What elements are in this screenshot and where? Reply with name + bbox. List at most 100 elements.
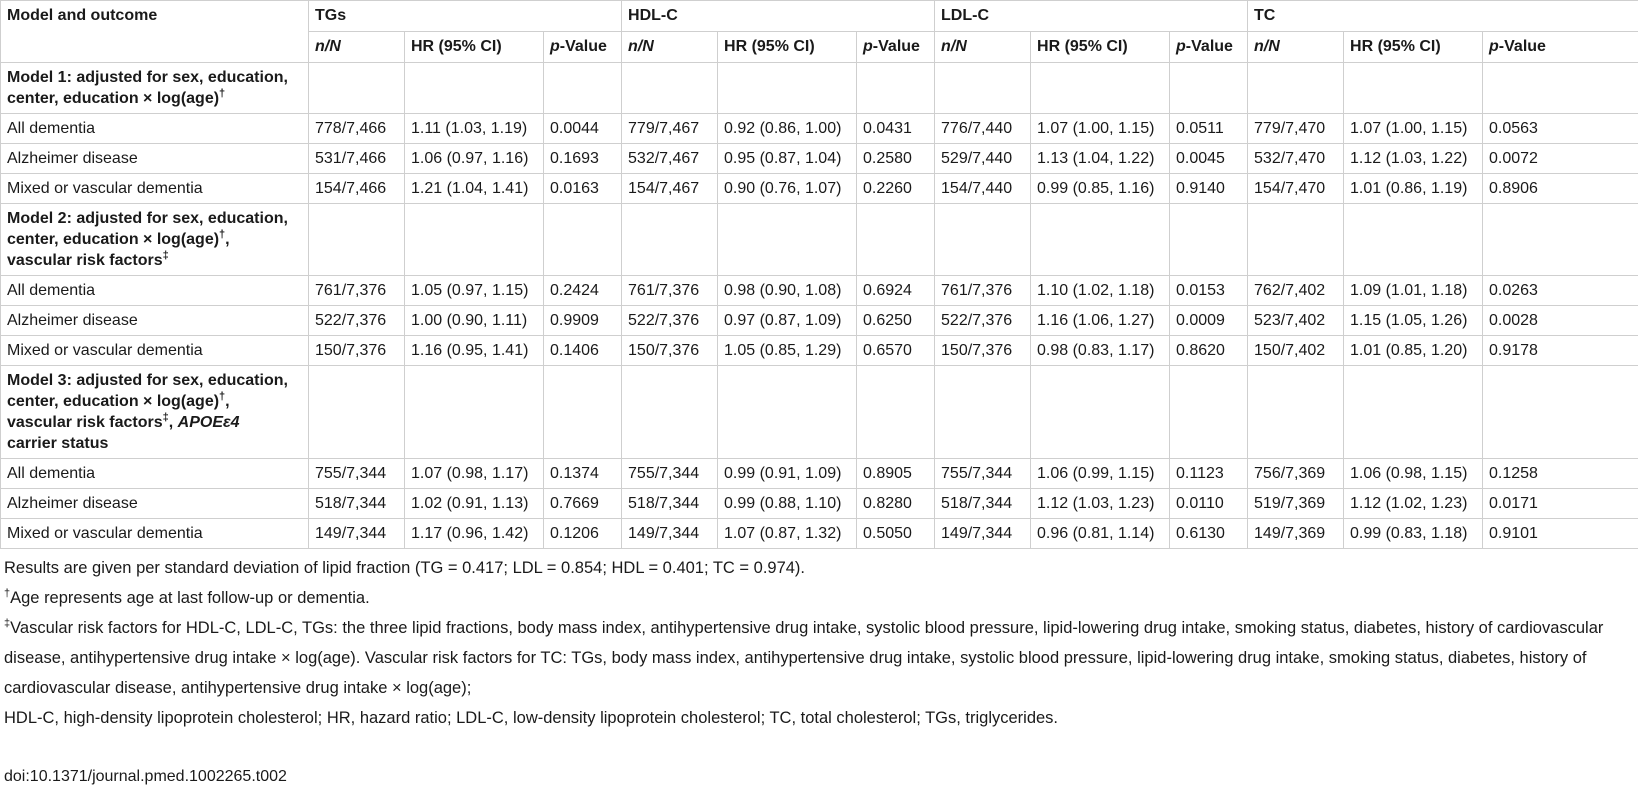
- model-row: Model 1: adjusted for sex, education, cen…: [0, 62, 1638, 114]
- hr-cell: 0.99 (0.85, 1.16): [1030, 173, 1171, 204]
- model-outcome-header: Model and outcome: [0, 0, 309, 63]
- p-value-cell: 0.0045: [1169, 143, 1249, 174]
- p-value-cell: 0.0072: [1482, 143, 1638, 174]
- model-label-punct: ,: [168, 414, 178, 431]
- empty-cell: [1343, 62, 1484, 114]
- n-cell: 522/7,376: [308, 305, 405, 336]
- p-value-cell: 0.2580: [856, 143, 936, 174]
- p-value-cell: 0.8620: [1169, 335, 1249, 366]
- p-value-cell: 0.6570: [856, 335, 936, 366]
- empty-cell: [542, 62, 623, 114]
- hr-cell: 0.92 (0.86, 1.00): [717, 113, 858, 144]
- empty-cell: [1247, 62, 1345, 114]
- n-cell: 154/7,440: [934, 173, 1032, 204]
- hr-cell: 1.06 (0.98, 1.15): [1343, 458, 1484, 489]
- hr-cell: 1.07 (1.00, 1.15): [1343, 113, 1484, 144]
- p-value-cell: 0.6924: [856, 275, 936, 306]
- table-row: Alzheimer disease 518/7,344 1.02 (0.91, 1.…: [0, 488, 1638, 519]
- p-value-cell: 0.1258: [1482, 458, 1638, 489]
- subcol-n-label: n/N: [941, 38, 967, 55]
- dagger-mark: †: [4, 587, 11, 600]
- p-value-cell: 0.0511: [1169, 113, 1249, 144]
- subcol-p-rest: -Value: [1185, 38, 1233, 55]
- subcol-hr: HR (95% CI): [1030, 31, 1171, 63]
- empty-cell: [308, 365, 405, 459]
- subcol-n: n/N: [308, 31, 405, 63]
- empty-cell: [1030, 203, 1171, 276]
- empty-cell: [1030, 62, 1171, 114]
- subcol-p-italic: p: [1489, 38, 1499, 55]
- subcol-p-rest: -Value: [559, 38, 607, 55]
- outcome-cell: All dementia: [0, 458, 309, 489]
- footnote-mark: †: [219, 390, 226, 403]
- table-row: All dementia 755/7,344 1.07 (0.98, 1.17) 0.…: [0, 458, 1638, 489]
- hr-cell: 0.99 (0.88, 1.10): [717, 488, 858, 519]
- footnote-abbreviations: HDL-C, high-density lipoprotein choleste…: [4, 709, 1059, 727]
- n-cell: 518/7,344: [308, 488, 405, 519]
- outcome-cell: Alzheimer disease: [0, 143, 309, 174]
- model-label-punct: ,: [225, 231, 230, 248]
- n-cell: 154/7,470: [1247, 173, 1345, 204]
- n-cell: 761/7,376: [308, 275, 405, 306]
- hr-cell: 1.06 (0.97, 1.16): [404, 143, 544, 174]
- empty-cell: [1482, 365, 1638, 459]
- hr-cell: 1.07 (0.98, 1.17): [404, 458, 544, 489]
- subcol-n: n/N: [621, 31, 719, 63]
- table-body: Model 1: adjusted for sex, education, cen…: [0, 62, 1638, 549]
- n-cell: 149/7,344: [621, 518, 719, 549]
- subcol-n: n/N: [934, 31, 1032, 63]
- n-cell: 150/7,402: [1247, 335, 1345, 366]
- hr-cell: 0.98 (0.83, 1.17): [1030, 335, 1171, 366]
- outcome-cell: All dementia: [0, 275, 309, 306]
- hr-cell: 1.12 (1.03, 1.23): [1030, 488, 1171, 519]
- subcol-hr: HR (95% CI): [1343, 31, 1484, 63]
- n-cell: 776/7,440: [934, 113, 1032, 144]
- hr-cell: 1.05 (0.85, 1.29): [717, 335, 858, 366]
- hr-cell: 0.98 (0.90, 1.08): [717, 275, 858, 306]
- n-cell: 150/7,376: [934, 335, 1032, 366]
- hr-cell: 1.07 (1.00, 1.15): [1030, 113, 1171, 144]
- hr-cell: 1.11 (1.03, 1.19): [404, 113, 544, 144]
- model-label: Model 3: adjusted for sex, education, cen…: [0, 365, 309, 459]
- p-value-cell: 0.1406: [542, 335, 623, 366]
- n-cell: 522/7,376: [934, 305, 1032, 336]
- p-value-cell: 0.0153: [1169, 275, 1249, 306]
- footnote-ddagger: ‡Vascular risk factors for HDL-C, LDL-C,…: [4, 613, 1624, 703]
- subcol-p: p-Value: [856, 31, 936, 63]
- p-value-cell: 0.7669: [542, 488, 623, 519]
- header-row-groups: Model and outcome TGs HDL-C LDL-C TC: [0, 0, 1638, 63]
- p-value-cell: 0.2424: [542, 275, 623, 306]
- model-label-text: vascular risk factors: [7, 252, 163, 269]
- empty-cell: [717, 203, 858, 276]
- doi-link[interactable]: doi:10.1371/journal.pmed.1002265.t002: [4, 768, 287, 785]
- model-label-text: center, education × log(age): [7, 231, 220, 248]
- empty-cell: [1482, 62, 1638, 114]
- hr-cell: 0.99 (0.83, 1.18): [1343, 518, 1484, 549]
- hr-cell: 0.97 (0.87, 1.09): [717, 305, 858, 336]
- p-value-cell: 0.0044: [542, 113, 623, 144]
- hr-cell: 1.16 (1.06, 1.27): [1030, 305, 1171, 336]
- hr-cell: 1.02 (0.91, 1.13): [404, 488, 544, 519]
- subcol-n-label: n/N: [1254, 38, 1280, 55]
- subcol-p: p-Value: [542, 31, 623, 63]
- p-value-cell: 0.9178: [1482, 335, 1638, 366]
- empty-cell: [404, 365, 544, 459]
- empty-cell: [1247, 203, 1345, 276]
- hr-cell: 0.95 (0.87, 1.04): [717, 143, 858, 174]
- group-header-ldl: LDL-C: [934, 0, 1249, 32]
- outcome-cell: Mixed or vascular dementia: [0, 335, 309, 366]
- hr-cell: 1.17 (0.96, 1.42): [404, 518, 544, 549]
- model-label-punct: ,: [225, 393, 230, 410]
- p-value-cell: 0.5050: [856, 518, 936, 549]
- footnote-mark: ‡: [162, 249, 169, 262]
- table-row: Mixed or vascular dementia 149/7,344 1.17 …: [0, 518, 1638, 549]
- group-header-hdl: HDL-C: [621, 0, 936, 32]
- empty-cell: [542, 365, 623, 459]
- empty-cell: [1169, 203, 1249, 276]
- n-cell: 761/7,376: [621, 275, 719, 306]
- footnotes: Results are given per standard deviation…: [4, 553, 1624, 733]
- hr-cell: 0.96 (0.81, 1.14): [1030, 518, 1171, 549]
- empty-cell: [621, 62, 719, 114]
- outcome-cell: Alzheimer disease: [0, 488, 309, 519]
- hr-cell: 0.90 (0.76, 1.07): [717, 173, 858, 204]
